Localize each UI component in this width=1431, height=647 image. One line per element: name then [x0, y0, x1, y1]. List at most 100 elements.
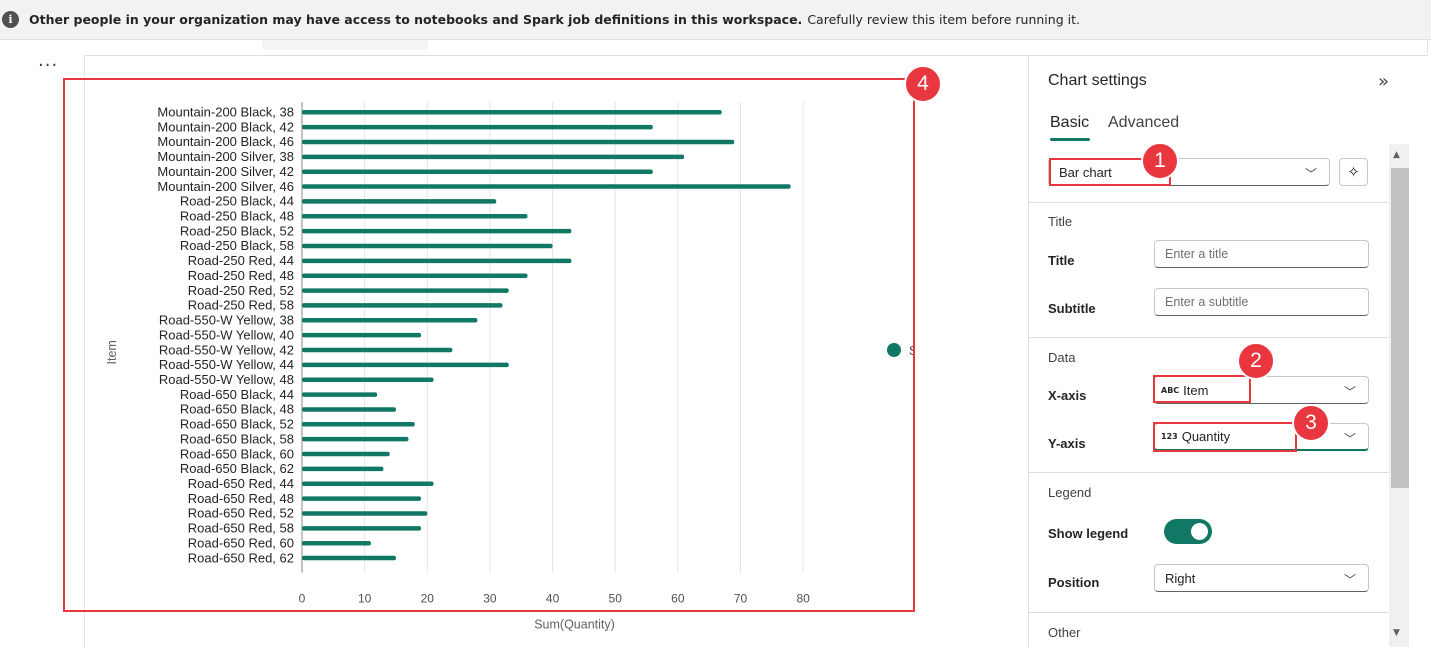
x-tick-label: 80 — [796, 592, 810, 606]
y-tick-label: Road-250 Red, 48 — [188, 268, 294, 283]
toggle-knob — [1191, 523, 1208, 540]
bar — [302, 540, 371, 546]
y-axis-label: Y-axis — [1048, 436, 1086, 451]
scroll-up-icon[interactable]: ▲ — [1393, 150, 1400, 160]
bar — [302, 466, 384, 472]
legend-dot — [887, 343, 901, 357]
x-axis-select[interactable]: ABC Item ﹀ — [1154, 376, 1369, 404]
title-input[interactable]: Enter a title — [1154, 240, 1369, 268]
x-axis-value: Item — [1183, 382, 1209, 398]
section-data-heading: Data — [1048, 350, 1076, 365]
position-value: Right — [1165, 570, 1196, 586]
x-tick-label: 50 — [609, 592, 623, 606]
y-tick-label: Road-650 Black, 58 — [180, 431, 294, 446]
divider — [1029, 612, 1391, 613]
chart-settings-panel: Chart settings » Basic Advanced Bar char… — [1028, 56, 1431, 647]
chart-type-value: Bar chart — [1059, 164, 1112, 180]
tab-underline — [1050, 138, 1090, 141]
tab-advanced[interactable]: Advanced — [1108, 114, 1180, 131]
text-type-icon: ABC — [1161, 385, 1180, 395]
y-tick-label: Road-650 Red, 62 — [188, 550, 294, 565]
y-tick-label: Mountain-200 Black, 46 — [157, 134, 294, 149]
bar — [302, 228, 572, 234]
y-tick-label: Road-550-W Yellow, 40 — [159, 327, 294, 342]
info-icon: i — [2, 11, 19, 28]
sparkle-search-icon[interactable]: ✧ — [1339, 158, 1368, 186]
y-tick-label: Road-650 Black, 48 — [180, 402, 294, 417]
subtitle-input[interactable]: Enter a subtitle — [1154, 288, 1369, 316]
x-tick-label: 30 — [483, 592, 497, 606]
tab-basic-label: Basic — [1050, 114, 1090, 131]
y-tick-label: Road-650 Red, 48 — [188, 491, 294, 506]
bar — [302, 139, 735, 145]
show-legend-label: Show legend — [1048, 526, 1129, 541]
bar — [302, 511, 428, 516]
y-tick-label: Road-550-W Yellow, 42 — [159, 342, 294, 357]
y-tick-label: Road-650 Black, 62 — [180, 461, 294, 476]
section-legend-heading: Legend — [1048, 485, 1092, 500]
bar — [302, 199, 497, 204]
show-legend-toggle[interactable] — [1164, 519, 1212, 544]
step-marker-4: 4 — [904, 65, 942, 103]
y-tick-label: Mountain-200 Black, 42 — [157, 119, 294, 134]
chart-type-select[interactable]: Bar chart ﹀ — [1048, 158, 1330, 186]
highlight-box-y-axis — [1153, 422, 1297, 452]
banner-text: Carefully review this item before runnin… — [807, 12, 1080, 27]
x-tick-label: 60 — [671, 592, 685, 606]
bar — [302, 243, 553, 249]
divider — [1029, 472, 1391, 473]
bar — [302, 303, 503, 308]
legend-position-select[interactable]: Right ﹀ — [1154, 564, 1369, 592]
position-label: Position — [1048, 575, 1100, 590]
divider — [1029, 337, 1391, 338]
toolbar-chip[interactable] — [262, 40, 428, 50]
bar — [302, 362, 509, 368]
bar-chart: 0 10 20 30 40 50 60 70 80 Mountain-200 Black, 38 M… — [64, 78, 914, 632]
section-other-heading: Other — [1048, 625, 1081, 640]
double-chevron-right-icon[interactable]: » — [1378, 71, 1390, 92]
y-axis-value: Quantity — [1181, 429, 1231, 444]
y-tick-label: Road-650 Red, 44 — [188, 476, 294, 491]
highlight-box-chart — [63, 78, 915, 612]
subtitle-label: Subtitle — [1048, 301, 1096, 316]
x-tick-label: 20 — [421, 592, 435, 606]
scrollbar-thumb[interactable] — [1391, 168, 1409, 488]
y-tick-label: Road-650 Black, 52 — [180, 417, 294, 432]
bar — [302, 407, 396, 412]
more-options-icon[interactable]: ... — [38, 50, 59, 71]
toolbar-strip — [84, 40, 1427, 56]
bar — [302, 436, 409, 442]
bar — [302, 481, 434, 486]
y-tick-label: Road-250 Red, 44 — [188, 253, 294, 268]
security-banner: i Other people in your organization may … — [0, 0, 1431, 40]
bar — [302, 332, 422, 338]
bar — [302, 451, 390, 457]
y-tick-label: Mountain-200 Silver, 38 — [157, 149, 294, 164]
title-label: Title — [1048, 253, 1075, 268]
y-tick-label: Road-650 Black, 44 — [180, 387, 294, 402]
divider — [84, 56, 85, 647]
tab-basic[interactable]: Basic — [1050, 114, 1090, 141]
chevron-down-icon: ﹀ — [1343, 432, 1356, 446]
bar — [302, 288, 509, 293]
banner-bold-text: Other people in your organization may ha… — [29, 12, 803, 27]
bar — [302, 318, 478, 323]
step-marker-3: 3 — [1292, 404, 1330, 442]
highlight-box-x-axis — [1153, 375, 1251, 403]
y-tick-label: Road-250 Black, 48 — [180, 209, 294, 224]
y-tick-label: Road-650 Red, 60 — [188, 535, 294, 550]
bar — [302, 110, 722, 115]
section-title-heading: Title — [1048, 214, 1073, 229]
bar — [302, 124, 653, 130]
bar — [302, 258, 572, 264]
bar — [302, 273, 528, 278]
y-tick-label: Road-250 Black, 44 — [180, 194, 294, 209]
chevron-down-icon: ﹀ — [1343, 573, 1356, 587]
number-type-icon: 123 — [1161, 432, 1178, 441]
y-tick-label: Road-550-W Yellow, 48 — [159, 372, 294, 387]
scroll-down-icon[interactable]: ▼ — [1393, 628, 1400, 638]
step-marker-2: 2 — [1237, 342, 1275, 380]
y-tick-label: Road-650 Black, 60 — [180, 446, 294, 461]
bar — [302, 496, 422, 501]
